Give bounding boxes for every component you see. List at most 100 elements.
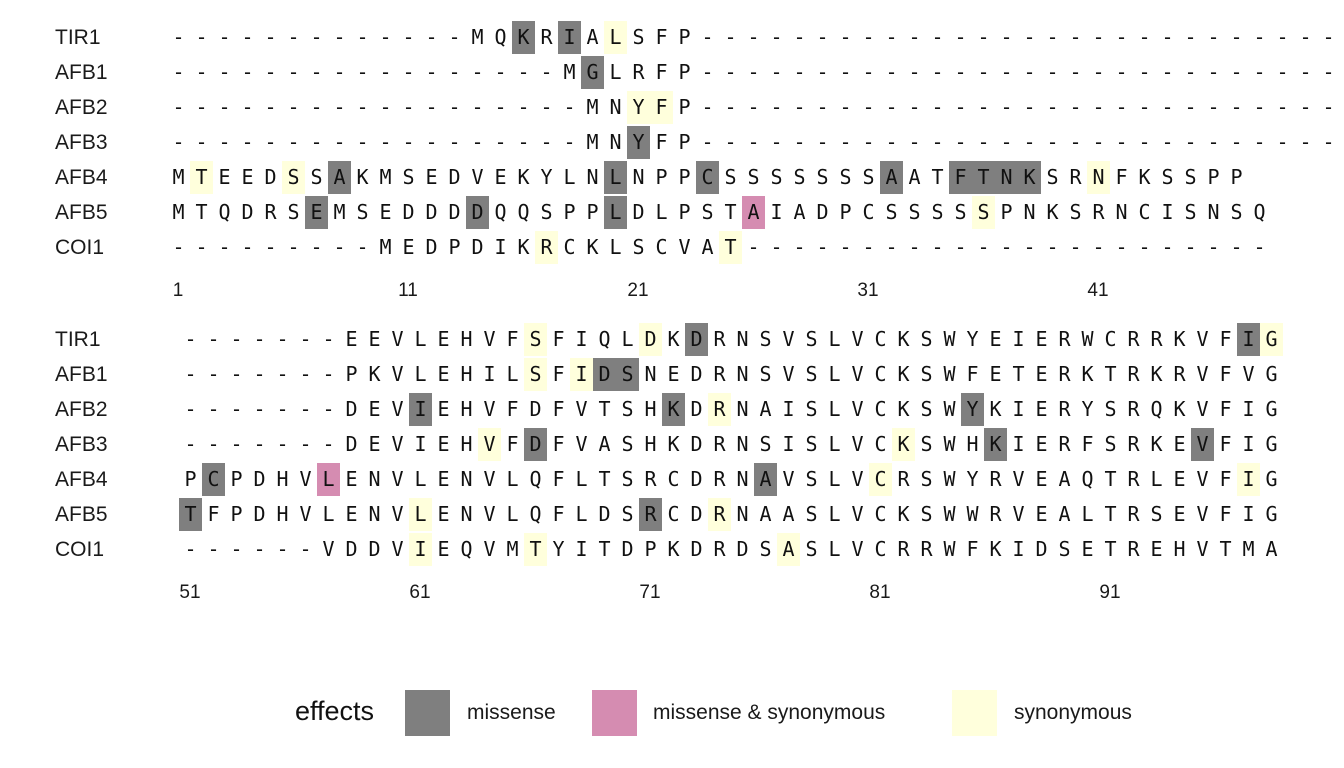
alignment-gap: - — [494, 60, 507, 84]
alignment-gap: - — [908, 25, 921, 49]
residue: T — [598, 537, 611, 561]
residue: D — [690, 397, 703, 421]
residue: V — [483, 537, 496, 561]
alignment-gap: - — [1299, 60, 1312, 84]
residue: F — [506, 397, 519, 421]
residue: D — [1035, 537, 1048, 561]
alignment-gap: - — [402, 25, 415, 49]
residue: S — [793, 165, 806, 189]
residue: N — [609, 95, 622, 119]
residue: K — [897, 397, 910, 421]
alignment-gap: - — [195, 95, 208, 119]
residue: N — [736, 327, 749, 351]
residue-synonymous: V — [478, 428, 501, 461]
residue: E — [1035, 397, 1048, 421]
alignment-gap: - — [276, 362, 289, 386]
alignment-gap: - — [184, 397, 197, 421]
alignment-gap: - — [908, 95, 921, 119]
residue: V — [782, 362, 795, 386]
residue: E — [1035, 362, 1048, 386]
alignment-gap: - — [1046, 130, 1059, 154]
alignment-gap: - — [885, 130, 898, 154]
residue-missense: S — [616, 358, 639, 391]
residue: V — [391, 362, 404, 386]
residue: N — [1207, 200, 1220, 224]
residue-missense: K — [984, 428, 1007, 461]
residue: S — [759, 537, 772, 561]
residue: F — [1219, 327, 1232, 351]
alignment-gap: - — [931, 235, 944, 259]
alignment-gap: - — [310, 235, 323, 259]
residue: V — [1196, 327, 1209, 351]
alignment-gap: - — [207, 537, 220, 561]
residue: P — [644, 537, 657, 561]
residue: L — [828, 432, 841, 456]
sequence-name: AFB5 — [55, 201, 108, 224]
alignment-gap: - — [908, 235, 921, 259]
residue: H — [644, 397, 657, 421]
alignment-gap: - — [747, 235, 760, 259]
residue: F — [1219, 432, 1232, 456]
alignment-gap: - — [885, 235, 898, 259]
residue: R — [1173, 362, 1186, 386]
alignment-gap: - — [908, 60, 921, 84]
residue: D — [690, 467, 703, 491]
residue: S — [908, 200, 921, 224]
residue-synonymous: K — [892, 428, 915, 461]
residue: A — [1058, 502, 1071, 526]
residue-missense: D — [593, 358, 616, 391]
residue: K — [1173, 327, 1186, 351]
residue: A — [793, 200, 806, 224]
residue: D — [253, 502, 266, 526]
residue: I — [414, 432, 427, 456]
residue: W — [943, 467, 956, 491]
residue: E — [345, 502, 358, 526]
alignment-gap: - — [839, 235, 852, 259]
residue: A — [782, 502, 795, 526]
alignment-gap: - — [448, 130, 461, 154]
alignment-gap: - — [1276, 95, 1289, 119]
alignment-gap: - — [1322, 60, 1335, 84]
alignment-gap: - — [701, 95, 714, 119]
residue: S — [724, 165, 737, 189]
residue: A — [701, 235, 714, 259]
residue: F — [655, 25, 668, 49]
residue: N — [460, 502, 473, 526]
residue: L — [828, 397, 841, 421]
alignment-gap: - — [1184, 95, 1197, 119]
alignment-gap: - — [471, 95, 484, 119]
alignment-gap: - — [1161, 235, 1174, 259]
residue: F — [966, 537, 979, 561]
residue: K — [1150, 362, 1163, 386]
position-tick-label: 21 — [627, 280, 649, 301]
residue: E — [989, 362, 1002, 386]
residue-missense-synonymous: L — [317, 463, 340, 496]
residue: G — [1265, 362, 1278, 386]
residue: E — [989, 327, 1002, 351]
residue-synonymous: R — [708, 393, 731, 426]
sequence-name: AFB5 — [55, 503, 108, 526]
alignment-gap: - — [954, 130, 967, 154]
residue: Y — [1081, 397, 1094, 421]
alignment-gap: - — [931, 95, 944, 119]
alignment-gap: - — [1069, 130, 1082, 154]
residue-synonymous: D — [639, 323, 662, 356]
sequence-name: AFB1 — [55, 363, 108, 386]
residue: E — [1081, 537, 1094, 561]
residue: E — [368, 397, 381, 421]
residue-missense: A — [754, 463, 777, 496]
alignment-gap: - — [287, 130, 300, 154]
alignment-gap: - — [839, 95, 852, 119]
residue: T — [931, 165, 944, 189]
residue: I — [1161, 200, 1174, 224]
alignment-gap: - — [517, 60, 530, 84]
residue: R — [989, 502, 1002, 526]
residue: N — [736, 432, 749, 456]
residue: S — [920, 362, 933, 386]
residue: C — [667, 467, 680, 491]
position-tick-label: 51 — [179, 582, 201, 603]
alignment-gap: - — [1299, 25, 1312, 49]
residue: S — [805, 432, 818, 456]
residue: K — [517, 235, 530, 259]
residue-synonymous: S — [524, 323, 547, 356]
